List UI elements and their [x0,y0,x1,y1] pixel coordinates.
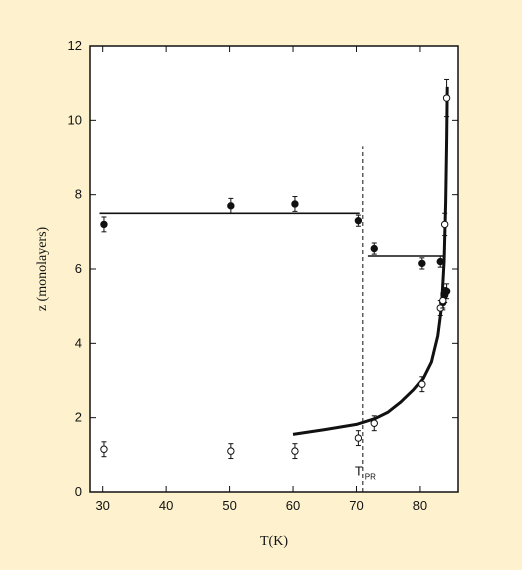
x-tick-label: 50 [222,498,236,513]
filled-data-point [436,257,444,266]
filled-data-point [291,200,299,208]
open-data-point [370,419,378,427]
open-data-point [354,434,363,442]
y-tick-label: 12 [68,38,82,53]
y-tick-label: 4 [75,335,82,350]
filled-data-point [227,202,235,210]
x-axis-title: T(K) [260,534,288,549]
open-data-point [440,220,449,229]
y-tick-label: 8 [75,187,82,202]
x-tick-label: 80 [413,498,427,513]
open-data-point [291,447,299,455]
data-marks [100,78,451,460]
x-tick-label: 40 [159,498,173,513]
axis-ticks: 30 40 50 60 70 80 0 2 4 6 8 10 12 [68,38,458,513]
open-data-point [227,447,235,455]
open-data-point [442,94,451,102]
filled-data-point [418,259,426,268]
y-tick-label: 10 [68,112,82,127]
open-data-point [100,445,108,453]
open-data-point [418,380,426,388]
plot-area [89,45,459,493]
tpr-annotation: T PR [355,463,376,481]
y-tick-label: 2 [75,410,82,425]
y-tick-label: 6 [75,261,82,276]
open-data-point [439,296,447,305]
filled-data-point [100,220,108,229]
tpr-annotation-subscript: PR [365,472,376,481]
x-tick-label: 70 [349,498,363,513]
tpr-annotation-main: T [355,463,363,478]
x-tick-label: 60 [286,498,300,513]
x-tick-label: 30 [95,498,109,513]
y-tick-label: 0 [75,484,82,499]
y-axis-title: z (monolayers) [35,226,50,311]
filled-data-point [370,244,378,253]
filled-data-point [354,216,363,225]
